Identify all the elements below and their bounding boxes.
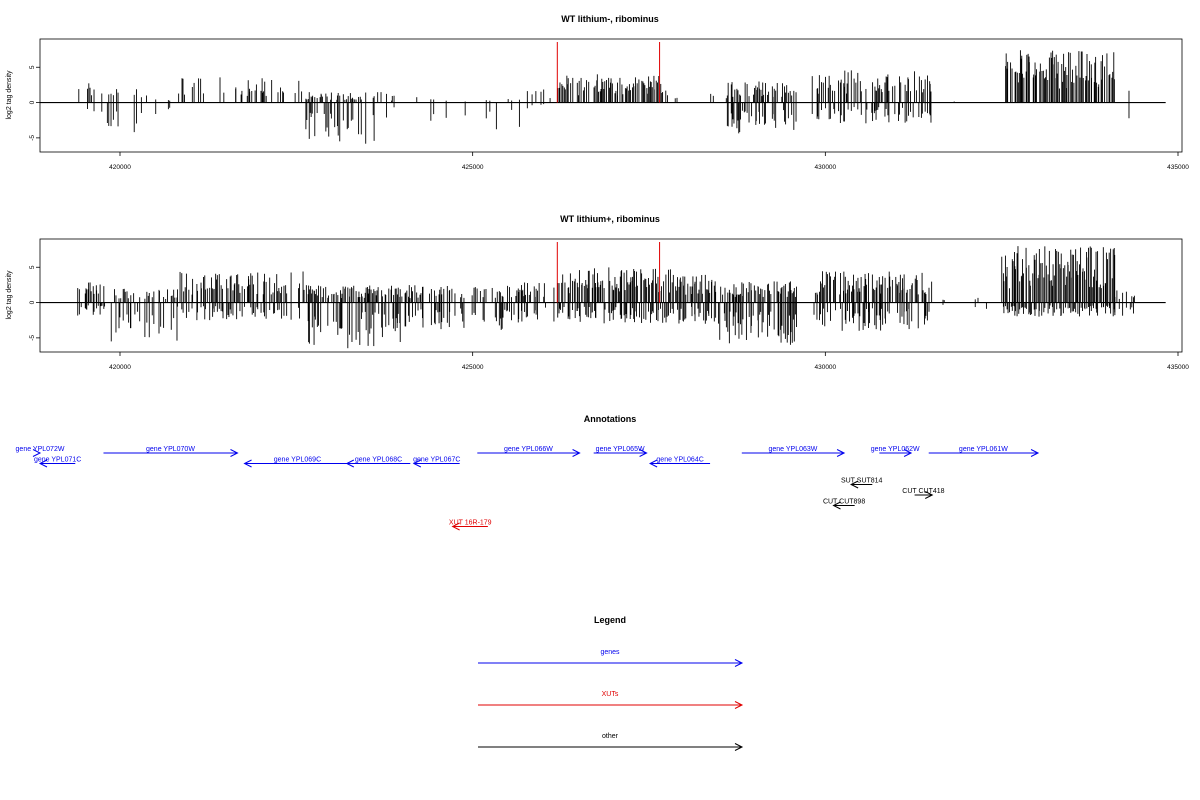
annotation-feature: XUT 16R-179 <box>449 520 492 531</box>
y-axis-label: log2 tag density <box>6 270 13 320</box>
legend-arrow-head <box>734 659 744 667</box>
x-tick-label: 435000 <box>1167 364 1189 371</box>
annotation-arrow-head <box>32 449 42 457</box>
x-axis: 420000 425000 430000 435000 <box>109 152 1189 171</box>
annotation-feature: gene YPL071C <box>34 457 81 468</box>
panel-title: WT lithium-, ribominus <box>561 14 659 24</box>
x-tick-label: 430000 <box>814 164 836 171</box>
y-axis-label: log2 tag density <box>6 70 13 120</box>
plot-frame <box>39 38 1183 153</box>
annotation-feature: gene YPL065W <box>593 446 648 457</box>
legend-label: genes <box>600 649 620 656</box>
annotation-arrow-head <box>648 459 658 468</box>
annotation-arrow-head <box>412 459 422 468</box>
annotation-feature: gene YPL066W <box>477 446 581 457</box>
x-tick-label: 435000 <box>1167 164 1189 171</box>
density-bars <box>78 50 1130 144</box>
annotations-title: Annotations <box>584 414 637 424</box>
legend-label: XUTs <box>602 691 619 698</box>
annotation-label: gene YPL069C <box>274 457 321 464</box>
annotation-arrow-head <box>850 480 859 489</box>
legend-arrow-head <box>734 743 744 751</box>
annotation-arrow-head <box>836 449 846 457</box>
y-tick-label: 5 <box>29 265 36 269</box>
annotation-feature: gene YPL072W <box>16 446 65 457</box>
annotation-label: gene YPL065W <box>596 446 645 453</box>
marker-lines <box>556 42 661 103</box>
legend-item: genes <box>478 649 744 667</box>
track-panel-lithium-plus: WT lithium+, ribominus log2 tag density … <box>6 214 1189 371</box>
annotation-feature: gene YPL064C <box>648 457 711 468</box>
x-tick-label: 430000 <box>814 364 836 371</box>
legend-label: other <box>602 733 619 740</box>
annotation-label: gene YPL068C <box>355 457 402 464</box>
density-bars <box>77 246 1135 349</box>
annotation-arrow-head <box>572 449 581 457</box>
annotation-feature: gene YPL063W <box>741 446 846 457</box>
annotation-arrow-head <box>925 491 934 499</box>
annotation-label: gene YPL064C <box>656 457 703 464</box>
annotation-feature: gene YPL067C <box>412 457 460 468</box>
annotation-arrow-head <box>451 522 460 531</box>
y-tick-label: 5 <box>29 65 36 69</box>
y-tick-label: -5 <box>29 135 36 141</box>
annotation-arrow-head <box>345 459 355 468</box>
x-axis: 420000 425000 430000 435000 <box>109 352 1189 371</box>
annotation-feature: gene YPL062W <box>871 446 920 457</box>
annotation-label: gene YPL070W <box>146 446 195 453</box>
annotation-arrow-head <box>639 449 648 457</box>
x-tick-label: 420000 <box>109 164 131 171</box>
x-tick-label: 420000 <box>109 364 131 371</box>
annotation-label: gene YPL062W <box>871 446 920 453</box>
annotation-feature: gene YPL069C <box>243 457 351 468</box>
y-tick-label: 0 <box>29 100 36 104</box>
annotation-label: gene YPL066W <box>504 446 553 453</box>
annotation-label: gene YPL072W <box>16 446 65 453</box>
annotation-feature: CUT CUT898 <box>823 499 865 510</box>
annotation-arrow-head <box>903 449 913 457</box>
annotation-label: gene YPL063W <box>768 446 817 453</box>
annotation-label: gene YPL061W <box>959 446 1008 453</box>
annotation-feature: gene YPL061W <box>928 446 1040 457</box>
annotation-features: gene YPL072W gene YPL071C gene YPL070W gene… <box>16 446 1040 531</box>
annotation-arrow-head <box>38 459 48 468</box>
legend-item: other <box>478 733 744 751</box>
annotation-arrow-head <box>230 449 239 457</box>
x-tick-label: 425000 <box>462 164 484 171</box>
legend-arrow-head <box>734 701 744 709</box>
annotation-feature: CUT CUT418 <box>902 488 945 499</box>
panel-title: WT lithium+, ribominus <box>560 214 660 224</box>
annotation-label: CUT CUT418 <box>902 488 944 495</box>
x-tick-label: 425000 <box>462 364 484 371</box>
annotation-feature: gene YPL070W <box>103 446 239 457</box>
legend-item: XUTs <box>478 691 744 709</box>
annotation-label: SUT SUT814 <box>841 478 883 485</box>
annotation-label: gene YPL067C <box>413 457 460 464</box>
y-axis: -5 0 5 <box>29 265 40 341</box>
annotation-label: XUT 16R-179 <box>449 520 492 527</box>
annotation-arrow-head <box>243 459 252 468</box>
annotation-arrow-head <box>832 501 841 510</box>
plot-frame <box>39 238 1183 353</box>
annotation-label: gene YPL071C <box>34 457 81 464</box>
y-tick-label: 0 <box>29 300 36 304</box>
legend: Legend genes XUTs other <box>478 615 744 751</box>
legend-items: genes XUTs other <box>478 649 744 751</box>
marker-lines <box>556 242 661 303</box>
annotation-feature: SUT SUT814 <box>841 478 883 489</box>
y-tick-label: -5 <box>29 335 36 341</box>
track-panel-lithium-minus: WT lithium-, ribominus log2 tag density … <box>6 14 1189 171</box>
y-axis: -5 0 5 <box>29 65 40 141</box>
annotation-feature: gene YPL068C <box>345 457 411 468</box>
annotation-arrow-head <box>1030 449 1040 457</box>
annotation-label: CUT CUT898 <box>823 499 865 506</box>
legend-title: Legend <box>594 615 626 625</box>
